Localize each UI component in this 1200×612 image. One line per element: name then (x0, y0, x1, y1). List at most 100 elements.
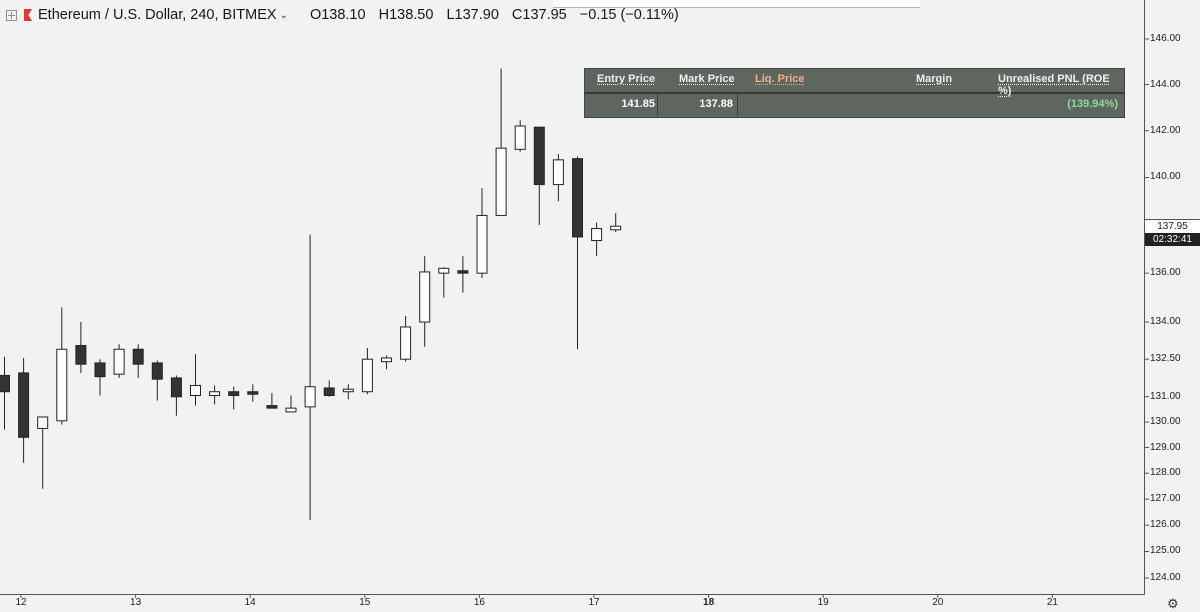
price-tick-label: 126.00 (1150, 519, 1181, 531)
candle-body-down (572, 158, 583, 238)
candle (0, 356, 10, 430)
candle-body-up (591, 228, 603, 242)
position-row: 141.85 137.88 (139.94%) (585, 94, 1124, 117)
candle (552, 154, 564, 202)
candle-body-up (304, 386, 316, 408)
candle-body-down (266, 405, 278, 409)
ohlc-open: O138.10 (309, 7, 366, 23)
price-tick-label: 144.00 (1150, 78, 1181, 90)
candle-body-up (113, 348, 125, 375)
candle (610, 213, 622, 233)
unrealised-pnl-value: (139.94%) (1067, 98, 1118, 110)
candle (323, 380, 335, 397)
ohlc-values: O138.10 H138.50 L137.90 C137.95 −0.15 (−… (310, 7, 688, 23)
ohlc-low: L137.90 (446, 7, 499, 23)
price-tick-label: 125.00 (1150, 545, 1181, 557)
candle-body-up (400, 326, 412, 360)
candle (190, 354, 201, 406)
candle (18, 357, 30, 463)
time-tick-label: 17 (588, 597, 600, 608)
entry-price-header[interactable]: Entry Price (597, 73, 656, 85)
time-axis-border (0, 594, 1145, 595)
candle-body-down (151, 362, 163, 380)
candle (514, 120, 526, 152)
time-tick-label: 12 (15, 597, 27, 608)
candle (457, 256, 469, 293)
time-tick-label: 14 (244, 597, 256, 608)
candle (400, 315, 412, 362)
ohlc-change: −0.15 (−0.11%) (579, 7, 679, 23)
candle (170, 375, 182, 416)
candle (591, 222, 603, 257)
margin-header[interactable]: Margin (916, 73, 953, 85)
price-tick-label: 140.00 (1150, 171, 1181, 183)
candle-body-down (75, 345, 87, 365)
candle-body-down (18, 372, 30, 438)
entry-price-value: 141.85 (621, 98, 655, 110)
candle-body-up (37, 416, 49, 429)
candle-body-up (285, 407, 297, 413)
candle (228, 386, 240, 410)
candle-body-down (247, 391, 259, 395)
time-tick-label: 16 (473, 597, 485, 608)
candle-body-up (610, 225, 622, 231)
ohlc-close: C137.95 (511, 7, 567, 23)
position-panel: Entry Price Mark Price Liq. Price Margin… (584, 68, 1125, 118)
candle-body-up (552, 159, 564, 186)
flag-icon[interactable] (24, 9, 32, 21)
last-price-label: 137.95 (1145, 219, 1200, 234)
mark-price-value: 137.88 (699, 98, 733, 110)
unrealised-pnl-header[interactable]: Unrealised PNL (ROE %) (998, 73, 1110, 97)
price-tick-label: 146.00 (1150, 33, 1181, 44)
candle-body-down (132, 348, 144, 365)
candle (495, 68, 507, 216)
candle-body-down (457, 270, 469, 274)
candle-body-up (438, 267, 450, 274)
position-panel-header: Entry Price Mark Price Liq. Price Margin… (585, 69, 1124, 97)
time-tick-label: 15 (359, 597, 371, 608)
candle (266, 392, 278, 409)
expand-icon[interactable] (6, 9, 17, 21)
candle (419, 256, 431, 347)
candle (132, 344, 144, 378)
candle-body-down (170, 377, 182, 398)
symbol-title[interactable]: Ethereum / U.S. Dollar, 240, BITMEX (38, 7, 277, 23)
price-tick-label: 130.00 (1150, 416, 1181, 428)
candle (304, 234, 316, 520)
column-divider (737, 94, 738, 116)
candle-body-up (209, 391, 221, 397)
price-tick-label: 136.00 (1150, 267, 1181, 279)
candle (75, 322, 87, 373)
mark-price-header[interactable]: Mark Price (679, 73, 735, 85)
price-tick-label: 127.00 (1150, 493, 1181, 505)
top-toolbar-edge (553, 0, 920, 8)
chevron-down-icon[interactable]: ⌄ (279, 9, 288, 21)
candle (37, 416, 49, 489)
chart-legend: Ethereum / U.S. Dollar, 240, BITMEX ⌄ O1… (6, 4, 688, 26)
candle-body-up (476, 214, 488, 274)
candle-body-up (190, 384, 201, 397)
candle (113, 344, 125, 378)
price-tick-label: 134.00 (1150, 316, 1181, 328)
candle-body-up (495, 147, 507, 216)
time-tick-label: 19 (817, 597, 829, 608)
price-tick-label: 124.00 (1150, 572, 1181, 583)
gear-icon[interactable]: ⚙ (1167, 596, 1179, 611)
candle (533, 126, 545, 225)
price-axis-border (1144, 0, 1145, 594)
candle-body-up (514, 125, 526, 150)
candle (342, 384, 354, 400)
price-tick-label: 132.50 (1150, 353, 1181, 365)
candle-body-down (533, 126, 545, 186)
time-tick-label: 20 (932, 597, 944, 608)
price-tick-label: 142.00 (1150, 124, 1181, 136)
candle (151, 360, 163, 401)
candle-body-up (342, 388, 354, 393)
candle-body-down (323, 387, 335, 397)
ohlc-high: H138.50 (378, 7, 434, 23)
liq-price-header[interactable]: Liq. Price (755, 73, 805, 85)
price-tick-label: 129.00 (1150, 441, 1181, 453)
candle (247, 384, 259, 402)
